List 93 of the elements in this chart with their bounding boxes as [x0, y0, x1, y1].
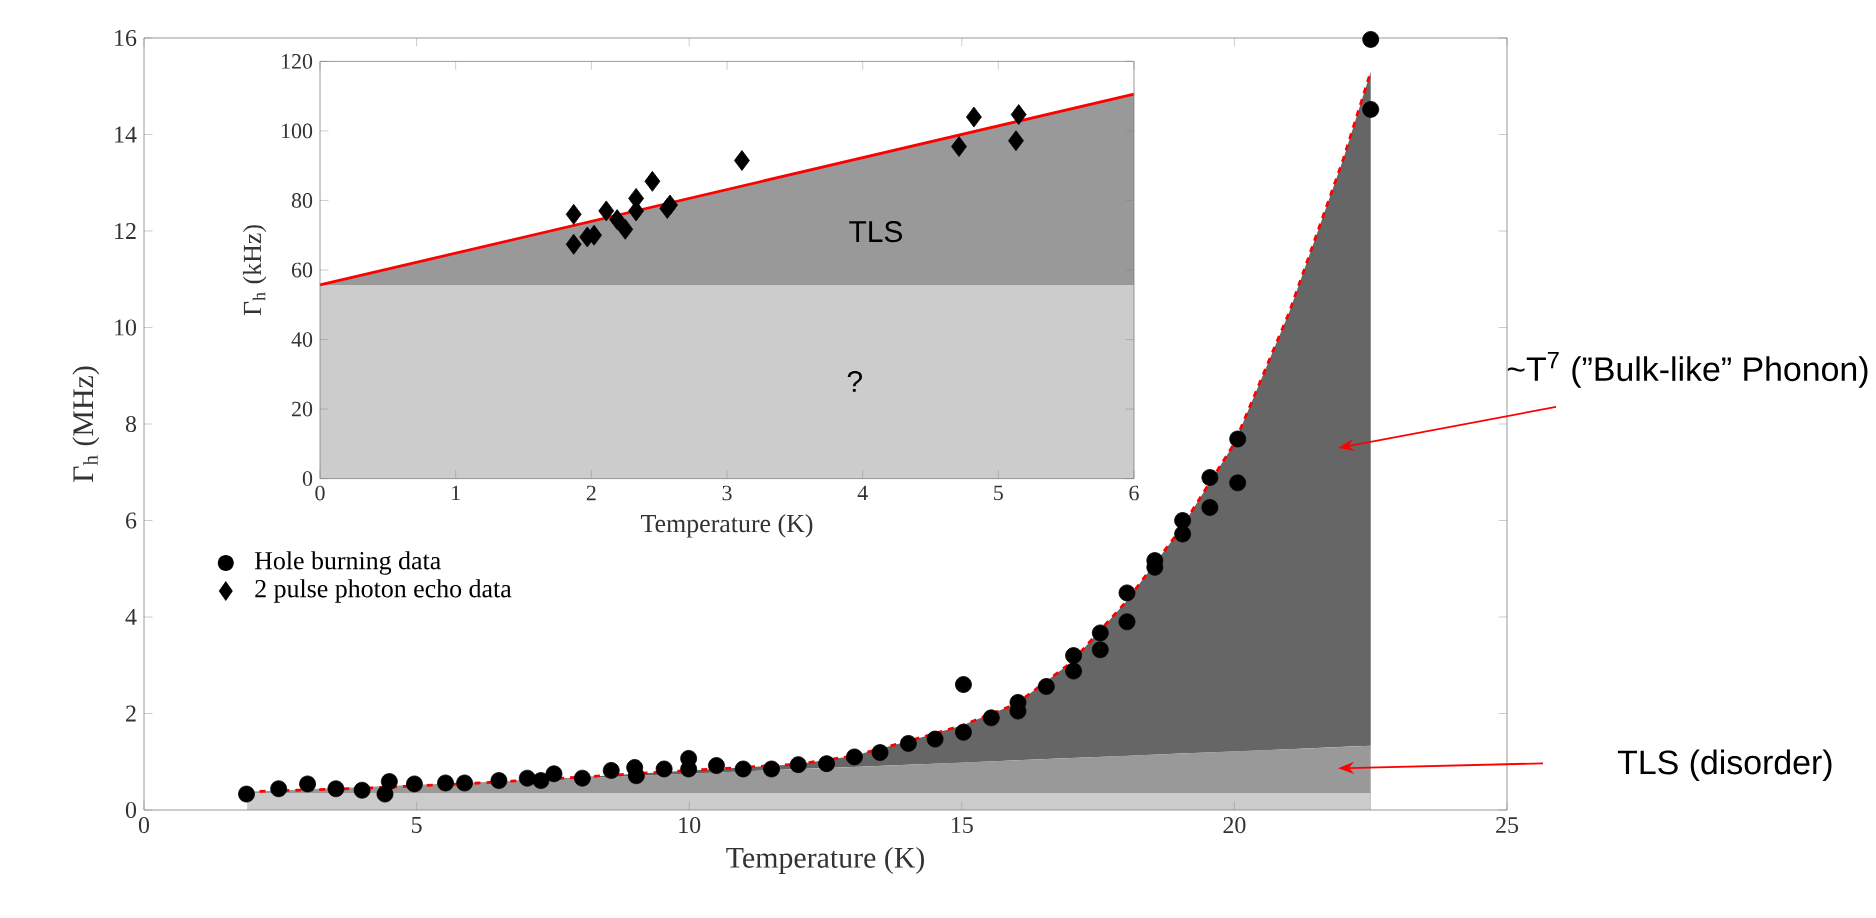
- point: [1065, 662, 1082, 680]
- point: [734, 760, 752, 778]
- y-tick-label: 6: [126, 512, 137, 529]
- point: [955, 676, 972, 693]
- point: [602, 762, 620, 779]
- point: [763, 760, 780, 778]
- point: [406, 775, 423, 793]
- point: [490, 772, 508, 789]
- point: [270, 780, 288, 798]
- y-tick-label: 120: [282, 54, 313, 69]
- y-tick-label: 0: [125, 801, 137, 819]
- x-tick-label: 3: [722, 485, 732, 501]
- point: [1065, 647, 1082, 664]
- point: [1201, 469, 1219, 486]
- point: [1118, 584, 1136, 602]
- text: ~T$^{7}$ (”Bulk-like” Phonon): [1507, 352, 1868, 388]
- point: [1362, 31, 1380, 48]
- y-tick-label: 14: [115, 126, 137, 143]
- x-tick-label: 0: [315, 485, 325, 501]
- y-tick-label: 80: [291, 193, 313, 208]
- point: [1362, 101, 1380, 118]
- point: [951, 136, 967, 157]
- point: [327, 780, 345, 798]
- point: [871, 744, 889, 761]
- point: [655, 760, 673, 778]
- x-axis-title: Temperature (K): [641, 514, 813, 538]
- point: [708, 757, 725, 775]
- point: [926, 730, 944, 748]
- y-tick-label: 2: [126, 705, 136, 722]
- point: [598, 200, 615, 222]
- point: [1229, 430, 1247, 448]
- y-tick-label: 10: [115, 319, 137, 336]
- y-tick-label: 100: [282, 123, 313, 139]
- point: [1201, 499, 1219, 516]
- point: [1008, 130, 1024, 152]
- point: [1118, 613, 1136, 631]
- y-axis-title: Γ$_{h}$ (MHz): [72, 366, 100, 482]
- point: [609, 209, 626, 230]
- point: [982, 709, 1000, 727]
- point: [380, 773, 398, 790]
- x-tick-label: 4: [857, 485, 868, 501]
- annotation: TLS: [849, 221, 902, 243]
- x-tick-label: 0: [138, 817, 150, 834]
- legend-label: Hole burning data: [254, 551, 441, 575]
- point: [353, 781, 371, 799]
- point: [846, 748, 863, 766]
- y-tick-label: 16: [115, 29, 137, 47]
- point: [1229, 474, 1247, 492]
- point: [545, 765, 563, 783]
- point: [1174, 512, 1192, 529]
- point: [955, 723, 972, 741]
- point: [299, 775, 316, 793]
- y-tick-label: 12: [115, 223, 136, 239]
- point: [238, 785, 255, 803]
- x-tick-label: 10: [679, 817, 701, 834]
- y-tick-label: 0: [302, 471, 313, 486]
- point: [573, 769, 591, 787]
- annotation: ?: [847, 370, 862, 392]
- x-tick-label: 15: [951, 817, 973, 834]
- point: [565, 233, 582, 255]
- y-tick-label: 8: [125, 415, 137, 433]
- point: [966, 106, 982, 128]
- point: [456, 774, 473, 792]
- point: [899, 735, 917, 752]
- x-axis-title: Temperature (K): [726, 846, 924, 874]
- point: [617, 218, 634, 240]
- x-tick-label: 1: [452, 485, 460, 501]
- point: [789, 756, 807, 774]
- y-tick-label: 40: [291, 332, 313, 347]
- point: [437, 774, 454, 792]
- x-tick-label: 5: [994, 485, 1003, 501]
- y-tick-label: 60: [291, 262, 313, 278]
- legend-label: 2 pulse photon echo data: [255, 579, 512, 603]
- point: [734, 150, 750, 171]
- point: [1037, 678, 1055, 695]
- point: [1091, 624, 1109, 642]
- x-tick-label: 6: [1129, 485, 1139, 501]
- point: [532, 772, 550, 789]
- x-tick-label: 2: [586, 485, 596, 501]
- point: [644, 170, 661, 192]
- y-tick-label: 20: [292, 401, 313, 417]
- point: [1091, 641, 1109, 659]
- point: [662, 194, 678, 216]
- point: [1010, 104, 1027, 125]
- x-tick-label: 5: [412, 817, 422, 833]
- x-tick-label: 25: [1496, 817, 1519, 834]
- point: [818, 755, 835, 773]
- y-tick-label: 4: [125, 609, 137, 625]
- y-axis-title: Γ$_{h}$ (kHz): [242, 225, 267, 316]
- point: [518, 769, 536, 787]
- x-tick-label: 20: [1223, 817, 1246, 834]
- point: [565, 203, 582, 225]
- text: TLS (disorder): [1617, 749, 1832, 782]
